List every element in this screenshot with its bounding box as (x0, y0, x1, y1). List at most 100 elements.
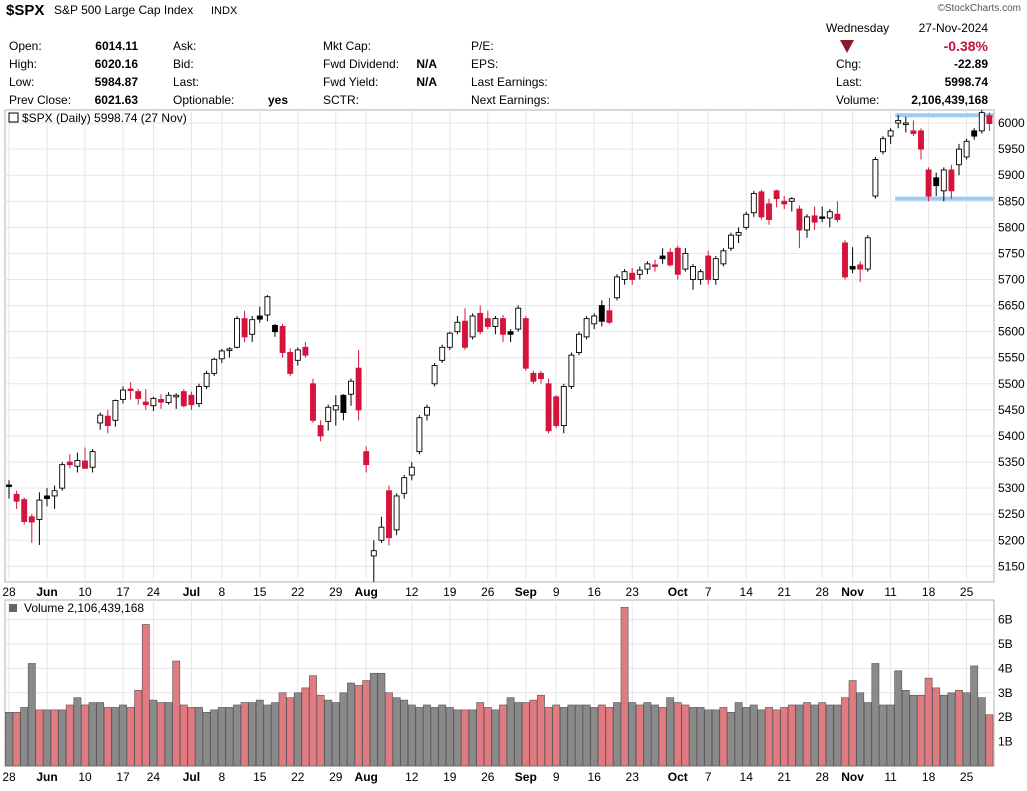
volume-bar (597, 704, 606, 767)
candle-body (659, 255, 666, 260)
candle-body (872, 159, 879, 197)
quote-label-1-2: Last: (173, 75, 199, 89)
volume-bar (658, 707, 667, 767)
candle-body (667, 251, 674, 266)
candle-body (644, 263, 651, 270)
volume-bar (225, 707, 234, 767)
volume-bar (369, 672, 378, 767)
volume-bar (119, 704, 127, 767)
candle-body (158, 399, 164, 403)
volume-bar (795, 704, 804, 767)
candle-body (180, 391, 187, 407)
volume-bar (537, 694, 545, 767)
quote-value-4-0: -22.89 (954, 57, 988, 71)
volume-x-tick-label: 12 (405, 770, 419, 784)
volume-bar (947, 692, 956, 767)
volume-tick-label: 5B (998, 637, 1013, 651)
volume-bar (430, 707, 439, 767)
volume-bar (552, 704, 561, 767)
volume-bar (271, 702, 279, 767)
volume-bar (233, 704, 241, 767)
volume-tick-label: 2B (998, 710, 1013, 724)
candle-body (697, 271, 704, 280)
volume-x-tick-label: Jul (183, 770, 200, 784)
volume-bar (894, 670, 903, 767)
candle-body (264, 296, 271, 316)
volume-bar (453, 709, 462, 767)
candle-body (355, 367, 362, 411)
candle-body (591, 315, 598, 325)
candle-body (538, 372, 544, 380)
candle-body (781, 200, 788, 205)
volume-bar (567, 704, 576, 767)
quote-value-4-2: 2,106,439,168 (911, 93, 988, 107)
quote-label-2-2: Fwd Yield: (323, 75, 378, 89)
volume-bar (727, 711, 735, 767)
candle-body (568, 354, 575, 387)
price-x-tick-label: 8 (218, 585, 225, 599)
volume-bar (886, 704, 895, 767)
candle-body (188, 394, 195, 406)
volume-x-tick-label: Oct (668, 770, 688, 784)
quote-value-2-2: N/A (416, 75, 437, 89)
quote-label-0-1: High: (9, 57, 37, 71)
price-tick-label: 5300 (998, 481, 1025, 495)
candle-body (948, 169, 955, 192)
candle-body (682, 252, 689, 270)
volume-bar (848, 680, 857, 767)
price-tick-label: 5700 (998, 273, 1025, 287)
candle-body (401, 477, 408, 494)
candle-body (735, 232, 742, 236)
volume-bar (833, 704, 842, 767)
candle-body (583, 318, 590, 338)
quote-label-2-1: Fwd Dividend: (323, 57, 399, 71)
candle-body (887, 130, 894, 137)
candle-body (500, 318, 506, 335)
candle-body (857, 264, 864, 270)
volume-bar (803, 702, 811, 767)
volume-bar (392, 697, 401, 767)
volume-bar (977, 697, 986, 767)
candle-body (59, 464, 66, 489)
quote-value-4-1: 5998.74 (945, 75, 989, 89)
candle-body (788, 198, 795, 202)
volume-bar (240, 702, 249, 767)
volume-bar (134, 690, 143, 767)
candle-body (408, 466, 415, 476)
candle-body (804, 216, 810, 231)
price-x-tick-label: 28 (2, 585, 16, 599)
candle-body (28, 516, 35, 523)
candle-legend-icon (8, 112, 19, 123)
price-x-tick-label: Jul (183, 585, 200, 599)
candle-body (363, 451, 370, 466)
volume-bar (126, 707, 135, 767)
candle-body (196, 385, 202, 405)
price-x-tick-label: 9 (553, 585, 560, 599)
volume-bar (309, 675, 317, 767)
volume-x-tick-label: 9 (553, 770, 560, 784)
candle-body (864, 237, 871, 270)
candle-body (325, 406, 332, 422)
candle-body (819, 216, 826, 219)
candle-body (127, 388, 134, 392)
candle-body (880, 138, 886, 153)
candle-body (294, 349, 301, 361)
price-tick-label: 5650 (998, 299, 1025, 313)
volume-x-tick-label: 15 (253, 770, 267, 784)
price-x-tick-label: Oct (668, 585, 688, 599)
volume-bar (35, 709, 44, 767)
volume-x-tick-label: 28 (816, 770, 830, 784)
volume-bar (316, 694, 325, 767)
volume-bar (863, 702, 872, 767)
volume-bar (81, 704, 89, 767)
volume-bar (681, 704, 690, 767)
candle-body (636, 269, 643, 275)
volume-x-tick-label: 23 (626, 770, 640, 784)
candle-body (705, 255, 712, 280)
candle-body (203, 372, 210, 387)
volume-tick-label: 1B (998, 735, 1013, 749)
volume-bar (689, 707, 697, 767)
volume-bar (924, 677, 933, 767)
quote-label-4-1: Last: (836, 75, 862, 89)
volume-bar (772, 709, 781, 767)
